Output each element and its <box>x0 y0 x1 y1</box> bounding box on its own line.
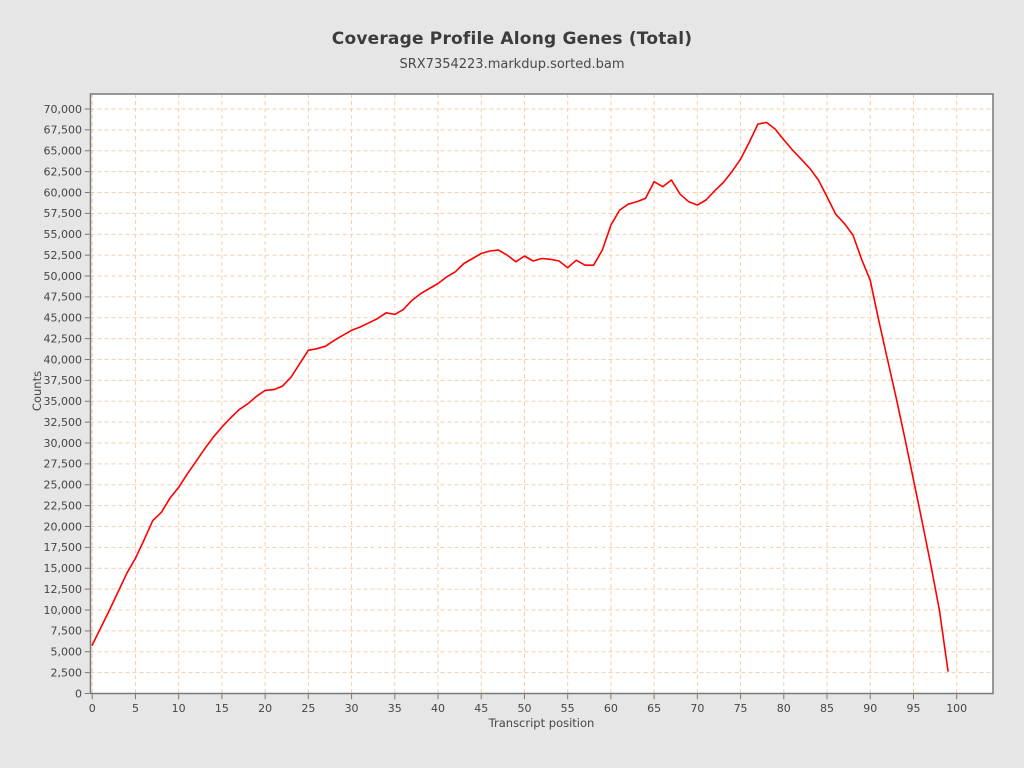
y-tick-label: 12,500 <box>44 583 83 596</box>
x-tick-label: 60 <box>604 702 618 715</box>
y-tick-label: 22,500 <box>44 499 83 512</box>
y-tick-label: 27,500 <box>44 458 83 471</box>
y-tick-label: 25,000 <box>44 479 83 492</box>
y-tick-label: 55,000 <box>44 228 83 241</box>
y-tick-label: 50,000 <box>44 270 83 283</box>
plot-frame <box>89 93 994 695</box>
y-tick-label: 2,500 <box>51 666 83 679</box>
y-tick-label: 70,000 <box>44 103 83 116</box>
y-tick-label: 30,000 <box>44 437 83 450</box>
y-axis-title: Counts <box>30 370 44 412</box>
x-tick-label: 50 <box>517 702 531 715</box>
x-tick-label: 15 <box>215 702 229 715</box>
y-tick-label: 52,500 <box>44 249 83 262</box>
y-tick-label: 0 <box>75 687 82 700</box>
plot-area <box>90 94 993 694</box>
y-tick-label: 62,500 <box>44 165 83 178</box>
y-tick-label: 57,500 <box>44 207 83 220</box>
x-tick-label: 70 <box>690 702 704 715</box>
y-tick-label: 45,000 <box>44 312 83 325</box>
chart-title: Coverage Profile Along Genes (Total) <box>331 29 693 49</box>
x-tick-label: 10 <box>172 702 186 715</box>
x-tick-label: 100 <box>946 702 967 715</box>
chart-subtitle: SRX7354223.markdup.sorted.bam <box>399 57 625 72</box>
x-tick-label: 20 <box>258 702 272 715</box>
x-tick-label: 25 <box>301 702 315 715</box>
x-tick-label: 80 <box>777 702 791 715</box>
y-tick-label: 67,500 <box>44 124 83 137</box>
y-tick-label: 5,000 <box>51 646 83 659</box>
y-tick-label: 17,500 <box>44 541 83 554</box>
y-tick-label: 37,500 <box>44 374 83 387</box>
y-tick-label: 65,000 <box>44 145 83 158</box>
x-tick-label: 95 <box>906 702 920 715</box>
x-tick-label: 75 <box>734 702 748 715</box>
y-tick-label: 10,000 <box>44 604 83 617</box>
x-tick-label: 0 <box>89 702 96 715</box>
x-tick-label: 65 <box>647 702 661 715</box>
y-tick-label: 15,000 <box>44 562 83 575</box>
y-tick-label: 42,500 <box>44 332 83 345</box>
y-tick-label: 47,500 <box>44 291 83 304</box>
x-tick-label: 90 <box>863 702 877 715</box>
x-tick-label: 30 <box>345 702 359 715</box>
x-tick-label: 85 <box>820 702 834 715</box>
y-tick-label: 20,000 <box>44 520 83 533</box>
series-line <box>91 121 949 672</box>
x-tick-label: 40 <box>431 702 445 715</box>
y-tick-label: 7,500 <box>51 625 83 638</box>
y-tick-label: 60,000 <box>44 186 83 199</box>
x-tick-label: 55 <box>561 702 575 715</box>
x-tick-label: 45 <box>474 702 488 715</box>
y-tick-label: 32,500 <box>44 416 83 429</box>
x-tick-label: 5 <box>132 702 139 715</box>
x-tick-label: 35 <box>388 702 402 715</box>
x-axis-title: Transcript position <box>488 716 595 730</box>
y-tick-label: 35,000 <box>44 395 83 408</box>
y-tick-label: 40,000 <box>44 353 83 366</box>
